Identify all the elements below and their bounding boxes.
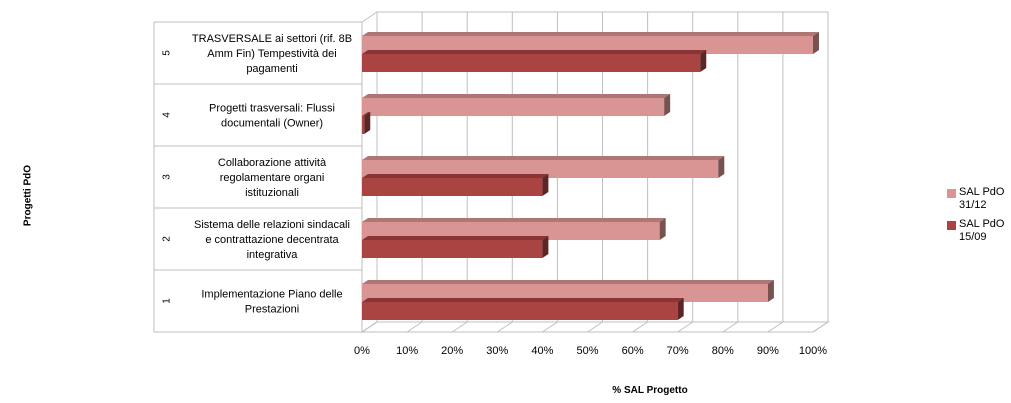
x-axis-title: % SAL Progetto [612, 385, 688, 396]
legend-item-series-2: SAL PdO 15/09 [947, 218, 1011, 244]
category-label: TRASVERSALE ai settori (rif. 8B Amm Fin) … [192, 33, 352, 75]
category-label: Collaborazione attività regolamentare org… [218, 157, 327, 199]
x-tick-label: 70% [667, 345, 689, 357]
x-tick-label: 60% [622, 345, 644, 357]
bar-sal-3112 [362, 98, 665, 116]
bar-side-face [677, 298, 684, 320]
x-tick-label: 80% [712, 345, 734, 357]
legend-label-series-1: SAL PdO 31/12 [959, 186, 1005, 211]
bar-sal-1509 [362, 54, 701, 72]
x-floor-line [451, 321, 468, 333]
bar-sal-3112 [362, 222, 660, 240]
bar-top-face [362, 218, 666, 222]
x-tick-label: 40% [531, 345, 553, 357]
x-floor-line [677, 321, 693, 333]
x-floor-line [497, 321, 513, 333]
category-label: Implementazione Piano delle Prestazioni [201, 289, 342, 316]
bar-top-face [362, 236, 549, 240]
category-index-label: 1 [162, 298, 173, 304]
bar-sal-1509 [362, 116, 365, 134]
bar-sal-3112 [362, 160, 719, 178]
bar-top-face [362, 32, 819, 36]
x-floor-line [542, 321, 558, 333]
bar-sal-1509 [362, 240, 543, 258]
bar-side-face [718, 156, 725, 178]
bar-sal-3112 [362, 284, 768, 302]
bar-side-face [542, 236, 549, 258]
x-floor-line [812, 321, 829, 333]
legend-item-series-1: SAL PdO 31/12 [947, 186, 1011, 212]
x-floor-line [767, 321, 784, 333]
bar-side-face [700, 50, 707, 72]
bar-sal-1509 [362, 302, 678, 320]
bar-sal-3112 [362, 36, 813, 54]
legend-label-series-2: SAL PdO 15/09 [959, 218, 1005, 243]
bar-top-face [362, 112, 371, 116]
x-floor-line [722, 321, 739, 333]
bar-top-face [362, 50, 707, 54]
bar-top-face [362, 156, 725, 160]
bar-top-face [362, 280, 774, 284]
bar-top-face [362, 94, 671, 98]
category-index-label: 5 [162, 50, 173, 56]
bar-side-face [542, 174, 549, 196]
bar-top-face [362, 298, 684, 302]
category-index-label: 2 [162, 236, 173, 242]
y-axis-title: Progetti PdO [22, 164, 34, 227]
chart-legend: SAL PdO 31/12 SAL PdO 15/09 [947, 186, 1011, 250]
category-label: Sistema delle relazioni sindacali e contr… [194, 219, 350, 261]
bar-side-face [364, 112, 371, 134]
x-floor-line [406, 321, 423, 333]
legend-swatch-series-2 [947, 221, 956, 230]
bar-side-face [767, 280, 774, 302]
x-tick-label: 20% [441, 345, 463, 357]
x-tick-label: 100% [799, 345, 827, 357]
x-tick-label: 10% [396, 345, 418, 357]
category-index-label: 4 [162, 112, 173, 118]
x-floor-line [361, 321, 378, 333]
x-floor-line [632, 321, 648, 333]
bar-side-face [659, 218, 666, 240]
legend-swatch-series-1 [947, 189, 956, 198]
x-tick-label: 30% [486, 345, 508, 357]
x-tick-label: 0% [354, 345, 370, 357]
bar-side-face [664, 94, 671, 116]
x-tick-label: 50% [576, 345, 598, 357]
x-floor-line [587, 321, 603, 333]
bar-sal-1509 [362, 178, 543, 196]
bar-side-face [813, 32, 819, 54]
category-index-label: 3 [162, 174, 173, 180]
bar-top-face [362, 174, 549, 178]
x-tick-label: 90% [757, 345, 779, 357]
category-label: Progetti trasversali: Flussi documentali … [209, 103, 335, 130]
